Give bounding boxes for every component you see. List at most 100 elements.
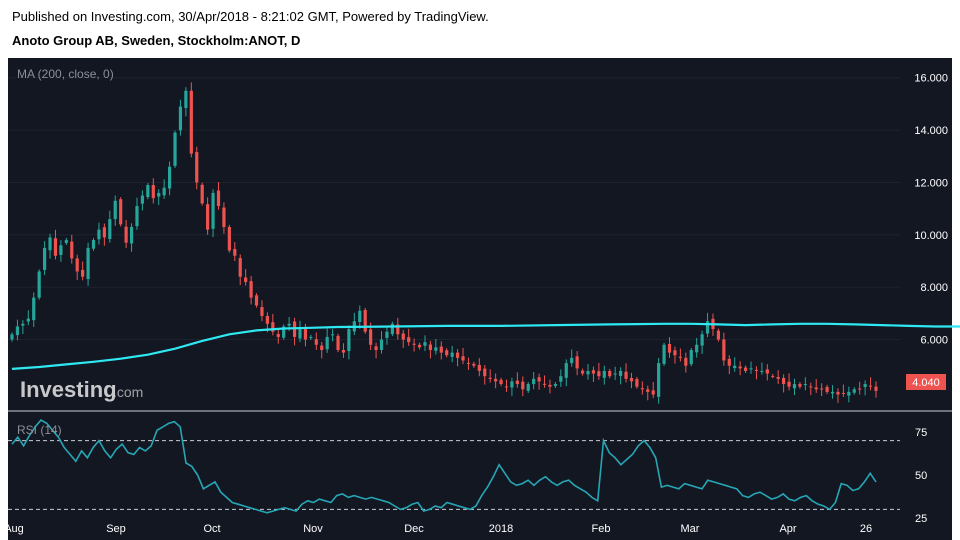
candle	[341, 343, 346, 358]
candle	[586, 364, 590, 380]
candle	[548, 379, 552, 394]
candle	[178, 99, 183, 136]
candle-body	[206, 204, 210, 230]
candle	[733, 357, 737, 372]
candle	[841, 384, 845, 397]
candle	[515, 372, 519, 388]
candle	[836, 388, 840, 403]
candle	[521, 376, 525, 397]
candle-body	[401, 333, 405, 340]
candle	[684, 352, 688, 373]
candle	[108, 210, 112, 243]
candle-body	[445, 350, 449, 356]
ma-indicator-label: MA (200, close, 0)	[17, 67, 114, 81]
rsi-line	[11, 418, 877, 514]
candle-body	[689, 350, 693, 365]
candle-body	[113, 200, 117, 220]
candle	[21, 320, 25, 335]
candle-body	[151, 185, 155, 199]
candle	[483, 364, 487, 385]
candle-body	[254, 295, 259, 306]
candle-body	[695, 344, 699, 353]
candle	[657, 357, 661, 404]
candle-body	[200, 184, 204, 204]
candle-body	[303, 329, 308, 340]
candle-body	[602, 370, 606, 378]
candle-body	[504, 386, 509, 388]
candle	[43, 241, 47, 276]
candle	[336, 333, 340, 353]
candle	[249, 275, 253, 305]
candle	[244, 269, 248, 286]
candle-body	[575, 356, 579, 369]
candle-body	[537, 377, 541, 382]
candle	[167, 161, 172, 196]
candle	[10, 332, 14, 342]
candle	[488, 369, 492, 383]
candle	[570, 349, 574, 367]
rsi-level-lines	[8, 440, 900, 510]
candle	[749, 361, 753, 374]
candle	[782, 374, 786, 393]
candle	[48, 233, 52, 259]
candle-body	[140, 195, 145, 204]
candle-body	[765, 369, 769, 374]
candle-body	[238, 258, 242, 277]
candle	[792, 378, 797, 396]
candle	[537, 373, 541, 390]
time-tick-label: Apr	[779, 523, 796, 535]
candle-body	[129, 226, 134, 244]
candle	[716, 328, 721, 342]
candle-body	[597, 371, 601, 377]
candle	[765, 364, 769, 381]
candle	[667, 337, 672, 358]
candle	[222, 202, 226, 234]
candle	[738, 361, 742, 376]
rsi-indicator-label: RSI (14)	[17, 423, 62, 437]
candle	[776, 370, 780, 385]
candle	[608, 368, 612, 379]
candle	[417, 342, 422, 350]
candle	[445, 348, 449, 358]
candle-body	[86, 247, 90, 280]
candle-body	[53, 238, 58, 256]
candle	[868, 377, 873, 391]
candle-body	[559, 376, 563, 382]
candle	[466, 357, 471, 370]
candle	[461, 347, 465, 365]
time-tick-label: Nov	[303, 523, 323, 535]
candle	[119, 197, 123, 227]
candle-body	[841, 392, 845, 394]
candle-body	[331, 334, 335, 336]
candle-body	[211, 192, 215, 229]
candle-body	[472, 363, 476, 366]
candle	[407, 328, 411, 346]
candle-body	[863, 384, 867, 387]
candle	[314, 332, 318, 351]
candle-body	[749, 368, 753, 370]
candle-body	[358, 310, 362, 322]
candle	[347, 325, 351, 360]
candle-body	[189, 90, 193, 154]
price-axis-ticks: 16.000 14.000 12.000 10.000 8.000 6.000	[914, 73, 948, 347]
candle	[575, 351, 579, 376]
candle	[434, 339, 438, 355]
candle-body	[662, 344, 666, 364]
candle	[646, 385, 650, 401]
candle	[412, 338, 416, 352]
candle-body	[754, 369, 759, 371]
candle	[260, 300, 264, 322]
candle	[743, 365, 748, 374]
candle	[102, 223, 106, 246]
candle-body	[868, 385, 873, 387]
rsi-tick-label: 75	[915, 427, 927, 439]
candle-body	[510, 381, 514, 388]
candle-body	[97, 229, 101, 240]
candle	[450, 345, 454, 363]
candle	[678, 348, 682, 362]
candle	[282, 324, 286, 340]
candle-body	[722, 339, 726, 361]
candle	[771, 373, 775, 379]
time-tick-label: Oct	[203, 523, 220, 535]
last-price-badge-bg	[906, 374, 946, 390]
